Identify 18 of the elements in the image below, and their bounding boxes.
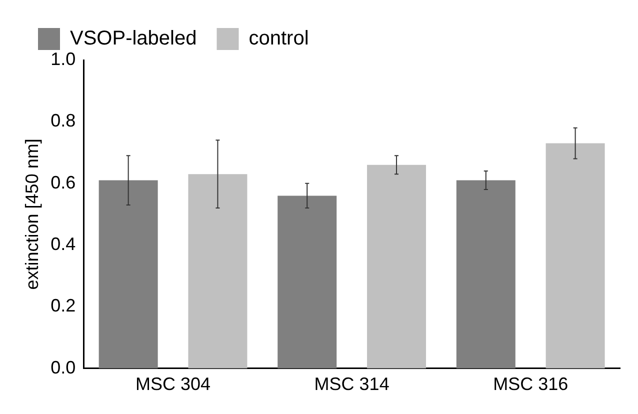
y-tick-label: 0.8 — [50, 110, 76, 131]
y-tick-label: 0.2 — [50, 296, 76, 316]
y-axis-title: extinction [450 nm] — [22, 138, 42, 290]
bar — [367, 164, 426, 368]
x-tick-label: MSC 304 — [135, 374, 211, 394]
x-tick-label: MSC 314 — [314, 374, 390, 394]
bar — [546, 143, 605, 368]
bar — [278, 196, 337, 368]
legend-label: control — [248, 28, 309, 50]
y-tick-label: 0.0 — [50, 357, 76, 378]
bar — [188, 174, 248, 368]
bar — [456, 180, 516, 368]
y-tick-label: 0.4 — [50, 234, 76, 254]
x-tick-label: MSC 316 — [493, 374, 568, 394]
legend-label: VSOP-labeled — [70, 28, 197, 50]
y-tick-label: 1.0 — [50, 48, 76, 69]
y-tick-label: 0.6 — [50, 172, 76, 192]
bar — [98, 180, 158, 368]
